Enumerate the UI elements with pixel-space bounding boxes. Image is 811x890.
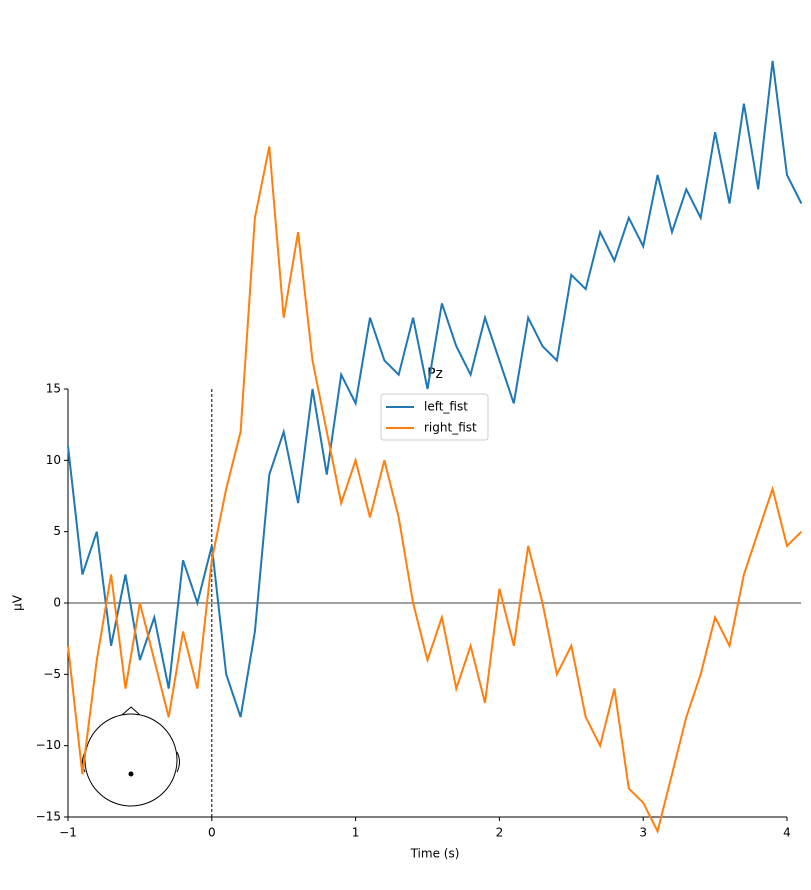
legend-label: right_fist xyxy=(424,421,477,435)
series-line xyxy=(67,146,803,835)
y-tick-label: −15 xyxy=(36,810,61,824)
x-tick-label: 2 xyxy=(496,826,504,840)
x-tick-label: 3 xyxy=(639,826,647,840)
x-tick-label: 0 xyxy=(208,826,216,840)
x-tick-label: 1 xyxy=(352,826,360,840)
y-tick-label: −5 xyxy=(43,667,61,681)
x-tick-label: 4 xyxy=(783,826,791,840)
legend-label: left_fist xyxy=(424,400,468,414)
y-tick-label: 15 xyxy=(46,382,61,396)
head-inset xyxy=(82,706,180,807)
y-tick-label: −10 xyxy=(36,738,61,752)
y-tick-label: 0 xyxy=(53,596,61,610)
x-tick-label: −1 xyxy=(59,826,77,840)
y-tick-label: 10 xyxy=(46,453,61,467)
series-line xyxy=(67,60,803,718)
x-axis-label: Time (s) xyxy=(410,847,460,861)
y-tick-label: 5 xyxy=(53,524,61,538)
y-axis-label: µV xyxy=(11,594,25,611)
